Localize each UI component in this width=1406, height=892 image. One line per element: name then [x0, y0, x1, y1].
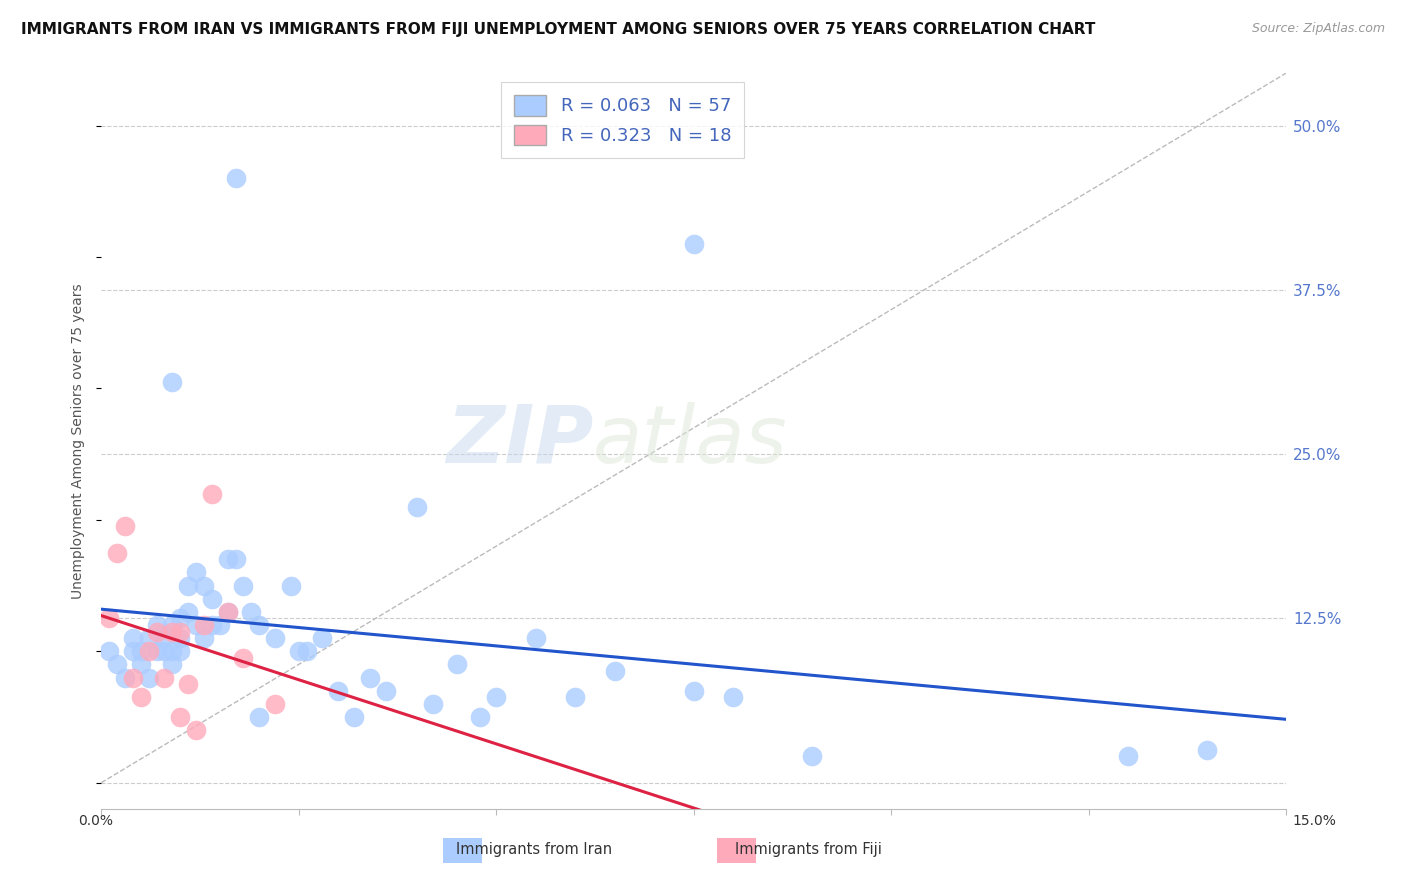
Point [145, 624, 167, 639]
Point [145, 618, 167, 632]
Point [193, 631, 215, 645]
Point [217, 605, 239, 619]
Point [177, 677, 200, 691]
Point [129, 690, 152, 705]
Point [114, 671, 136, 685]
Text: Immigrants from Fiji: Immigrants from Fiji [735, 842, 882, 856]
Point [801, 749, 824, 764]
Point [247, 618, 270, 632]
Point [406, 500, 429, 514]
Point [105, 546, 128, 560]
Point [114, 519, 136, 533]
Point [603, 664, 626, 678]
Point [1197, 743, 1219, 757]
Point [169, 644, 191, 658]
Text: IMMIGRANTS FROM IRAN VS IMMIGRANTS FROM FIJI UNEMPLOYMENT AMONG SENIORS OVER 75 : IMMIGRANTS FROM IRAN VS IMMIGRANTS FROM … [21, 22, 1095, 37]
Point [359, 671, 381, 685]
Point [184, 723, 207, 738]
Point [162, 375, 184, 389]
Point [232, 578, 254, 592]
Point [1118, 749, 1140, 764]
Point [169, 631, 191, 645]
Text: 15.0%: 15.0% [1292, 814, 1337, 828]
Point [225, 552, 247, 566]
Point [682, 683, 704, 698]
Point [98, 611, 121, 625]
Point [446, 657, 468, 672]
Legend: R = 0.063   N = 57, R = 0.323   N = 18: R = 0.063 N = 57, R = 0.323 N = 18 [502, 82, 744, 158]
Point [470, 710, 492, 724]
Point [138, 671, 160, 685]
Point [682, 236, 704, 251]
Point [169, 710, 191, 724]
Point [524, 631, 547, 645]
Point [295, 644, 318, 658]
Point [169, 611, 191, 625]
Text: 0.0%: 0.0% [79, 814, 112, 828]
Point [280, 578, 302, 592]
Point [162, 618, 184, 632]
Point [232, 651, 254, 665]
Point [264, 697, 287, 711]
Point [374, 683, 396, 698]
Point [138, 644, 160, 658]
Point [422, 697, 444, 711]
Point [247, 710, 270, 724]
Point [121, 671, 143, 685]
Point [184, 566, 207, 580]
Point [177, 578, 200, 592]
Point [105, 657, 128, 672]
Point [138, 631, 160, 645]
Point [723, 690, 745, 705]
Point [162, 657, 184, 672]
Text: ZIP: ZIP [446, 402, 593, 480]
Point [184, 618, 207, 632]
Point [153, 644, 176, 658]
Point [564, 690, 586, 705]
Point [328, 683, 350, 698]
Point [177, 605, 200, 619]
Text: Immigrants from Iran: Immigrants from Iran [456, 842, 613, 856]
Point [162, 644, 184, 658]
Point [121, 631, 143, 645]
Point [201, 486, 224, 500]
Y-axis label: Unemployment Among Seniors over 75 years: Unemployment Among Seniors over 75 years [72, 283, 86, 599]
Point [208, 618, 231, 632]
Point [162, 624, 184, 639]
Point [98, 644, 121, 658]
Point [217, 552, 239, 566]
Point [169, 624, 191, 639]
Point [240, 605, 263, 619]
Point [145, 644, 167, 658]
Point [153, 671, 176, 685]
Point [129, 657, 152, 672]
Point [225, 171, 247, 186]
Text: atlas: atlas [593, 402, 787, 480]
Point [121, 644, 143, 658]
Point [217, 605, 239, 619]
Point [193, 578, 215, 592]
Point [287, 644, 309, 658]
Point [264, 631, 287, 645]
Point [201, 591, 224, 606]
Point [485, 690, 508, 705]
Point [129, 644, 152, 658]
Point [343, 710, 366, 724]
Point [153, 631, 176, 645]
Point [311, 631, 333, 645]
Text: Source: ZipAtlas.com: Source: ZipAtlas.com [1251, 22, 1385, 36]
Point [201, 618, 224, 632]
Point [193, 618, 215, 632]
